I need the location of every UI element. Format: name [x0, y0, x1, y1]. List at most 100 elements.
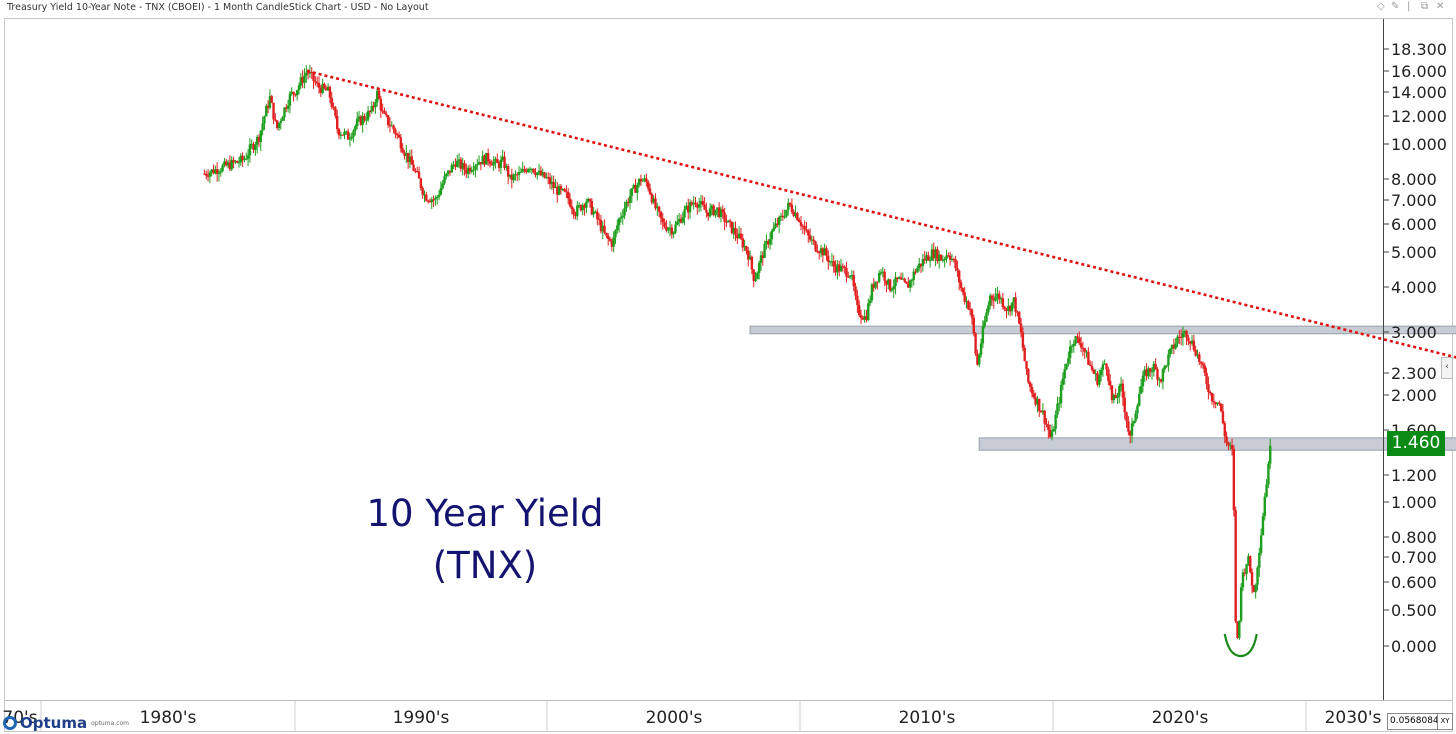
candle [967, 299, 970, 311]
candle [945, 249, 948, 263]
candle [372, 101, 375, 112]
candle [1108, 374, 1112, 390]
candle [546, 172, 550, 185]
candle [1007, 298, 1010, 316]
candle [445, 173, 448, 180]
candle [410, 149, 413, 165]
candle [563, 187, 566, 193]
candle [405, 145, 408, 164]
candle [1214, 401, 1217, 409]
restore-icon[interactable]: ⧉ [1421, 1, 1429, 12]
candle [545, 172, 548, 180]
candle [777, 215, 781, 234]
close-icon[interactable]: ✕ [1436, 1, 1445, 12]
candle [539, 166, 543, 177]
candle [697, 197, 701, 213]
candle [1005, 307, 1008, 319]
candle [232, 156, 235, 169]
candle [1243, 568, 1246, 577]
candle [985, 308, 988, 323]
candle [1199, 361, 1203, 369]
pin-icon[interactable]: ◇ [1377, 1, 1385, 12]
candle [992, 293, 995, 309]
candle [863, 309, 866, 323]
candle [932, 242, 935, 262]
candle [394, 127, 397, 139]
candle [1159, 378, 1163, 384]
y-axis[interactable]: 18.300 16.000 14.000 12.000 10.000 8.000 7.000… [1383, 19, 1447, 700]
candle [1265, 478, 1268, 498]
candle [330, 91, 333, 110]
candle [228, 155, 232, 172]
candle [1267, 461, 1270, 488]
candle [1143, 366, 1146, 383]
window-title: Treasury Yield 10-Year Note - TNX (CBOEI… [7, 2, 429, 13]
candle [1161, 367, 1165, 390]
candle [856, 289, 859, 313]
candle [903, 277, 906, 283]
candle [348, 133, 352, 147]
candle [1178, 330, 1181, 345]
candle [310, 67, 313, 79]
candle [708, 203, 712, 218]
candle [432, 195, 435, 208]
candle [586, 197, 590, 203]
candle [226, 159, 230, 169]
candle [754, 272, 757, 283]
candle [919, 263, 923, 273]
candle [978, 352, 981, 368]
candle [572, 207, 575, 219]
candle [770, 229, 774, 246]
candle [1070, 344, 1074, 353]
candle [212, 164, 215, 175]
candle [286, 99, 290, 113]
candle [1090, 361, 1094, 372]
candle [210, 168, 213, 177]
candle [257, 134, 261, 147]
candle [441, 179, 444, 191]
x-tick-label: 2010's [899, 708, 956, 728]
candle [854, 282, 857, 301]
candle [1261, 512, 1265, 536]
candle [816, 244, 819, 254]
candle [1076, 333, 1079, 344]
x-axis[interactable]: 70's 1980's 1990's 2000's 2010's 2020's 2030's [2, 700, 1452, 732]
candle [667, 226, 670, 234]
candle [503, 151, 506, 171]
candle [277, 122, 281, 131]
scale-mode-button[interactable]: XY [1437, 714, 1452, 729]
candle [283, 106, 286, 121]
candle [936, 246, 939, 264]
candle [968, 301, 972, 316]
candle [381, 103, 384, 115]
candle [808, 228, 812, 243]
candle [1150, 366, 1154, 380]
candle [732, 222, 735, 239]
candle [477, 155, 481, 166]
collapse-handle-icon[interactable]: ‹ [1441, 357, 1453, 379]
candle [494, 156, 497, 169]
candle [1072, 339, 1076, 353]
candle [961, 287, 965, 296]
candle [981, 319, 985, 348]
candle [255, 135, 259, 154]
candle [950, 253, 954, 262]
candle [1103, 359, 1106, 365]
candle [1219, 403, 1223, 413]
candle [246, 149, 250, 166]
x-tick-label: 1990's [393, 708, 450, 728]
candle [661, 212, 664, 230]
candle [877, 270, 881, 284]
candle [912, 268, 915, 286]
candle [723, 208, 726, 231]
scale-box[interactable]: 0.0568084 XY [1387, 713, 1453, 730]
candle [1227, 441, 1230, 451]
candle [203, 169, 206, 175]
candle [374, 99, 377, 114]
candle [783, 209, 786, 219]
candle [217, 169, 221, 182]
candle [525, 167, 528, 174]
y-tick-label: 0.500 [1391, 601, 1437, 620]
edit-icon[interactable]: ✎ [1391, 1, 1400, 12]
